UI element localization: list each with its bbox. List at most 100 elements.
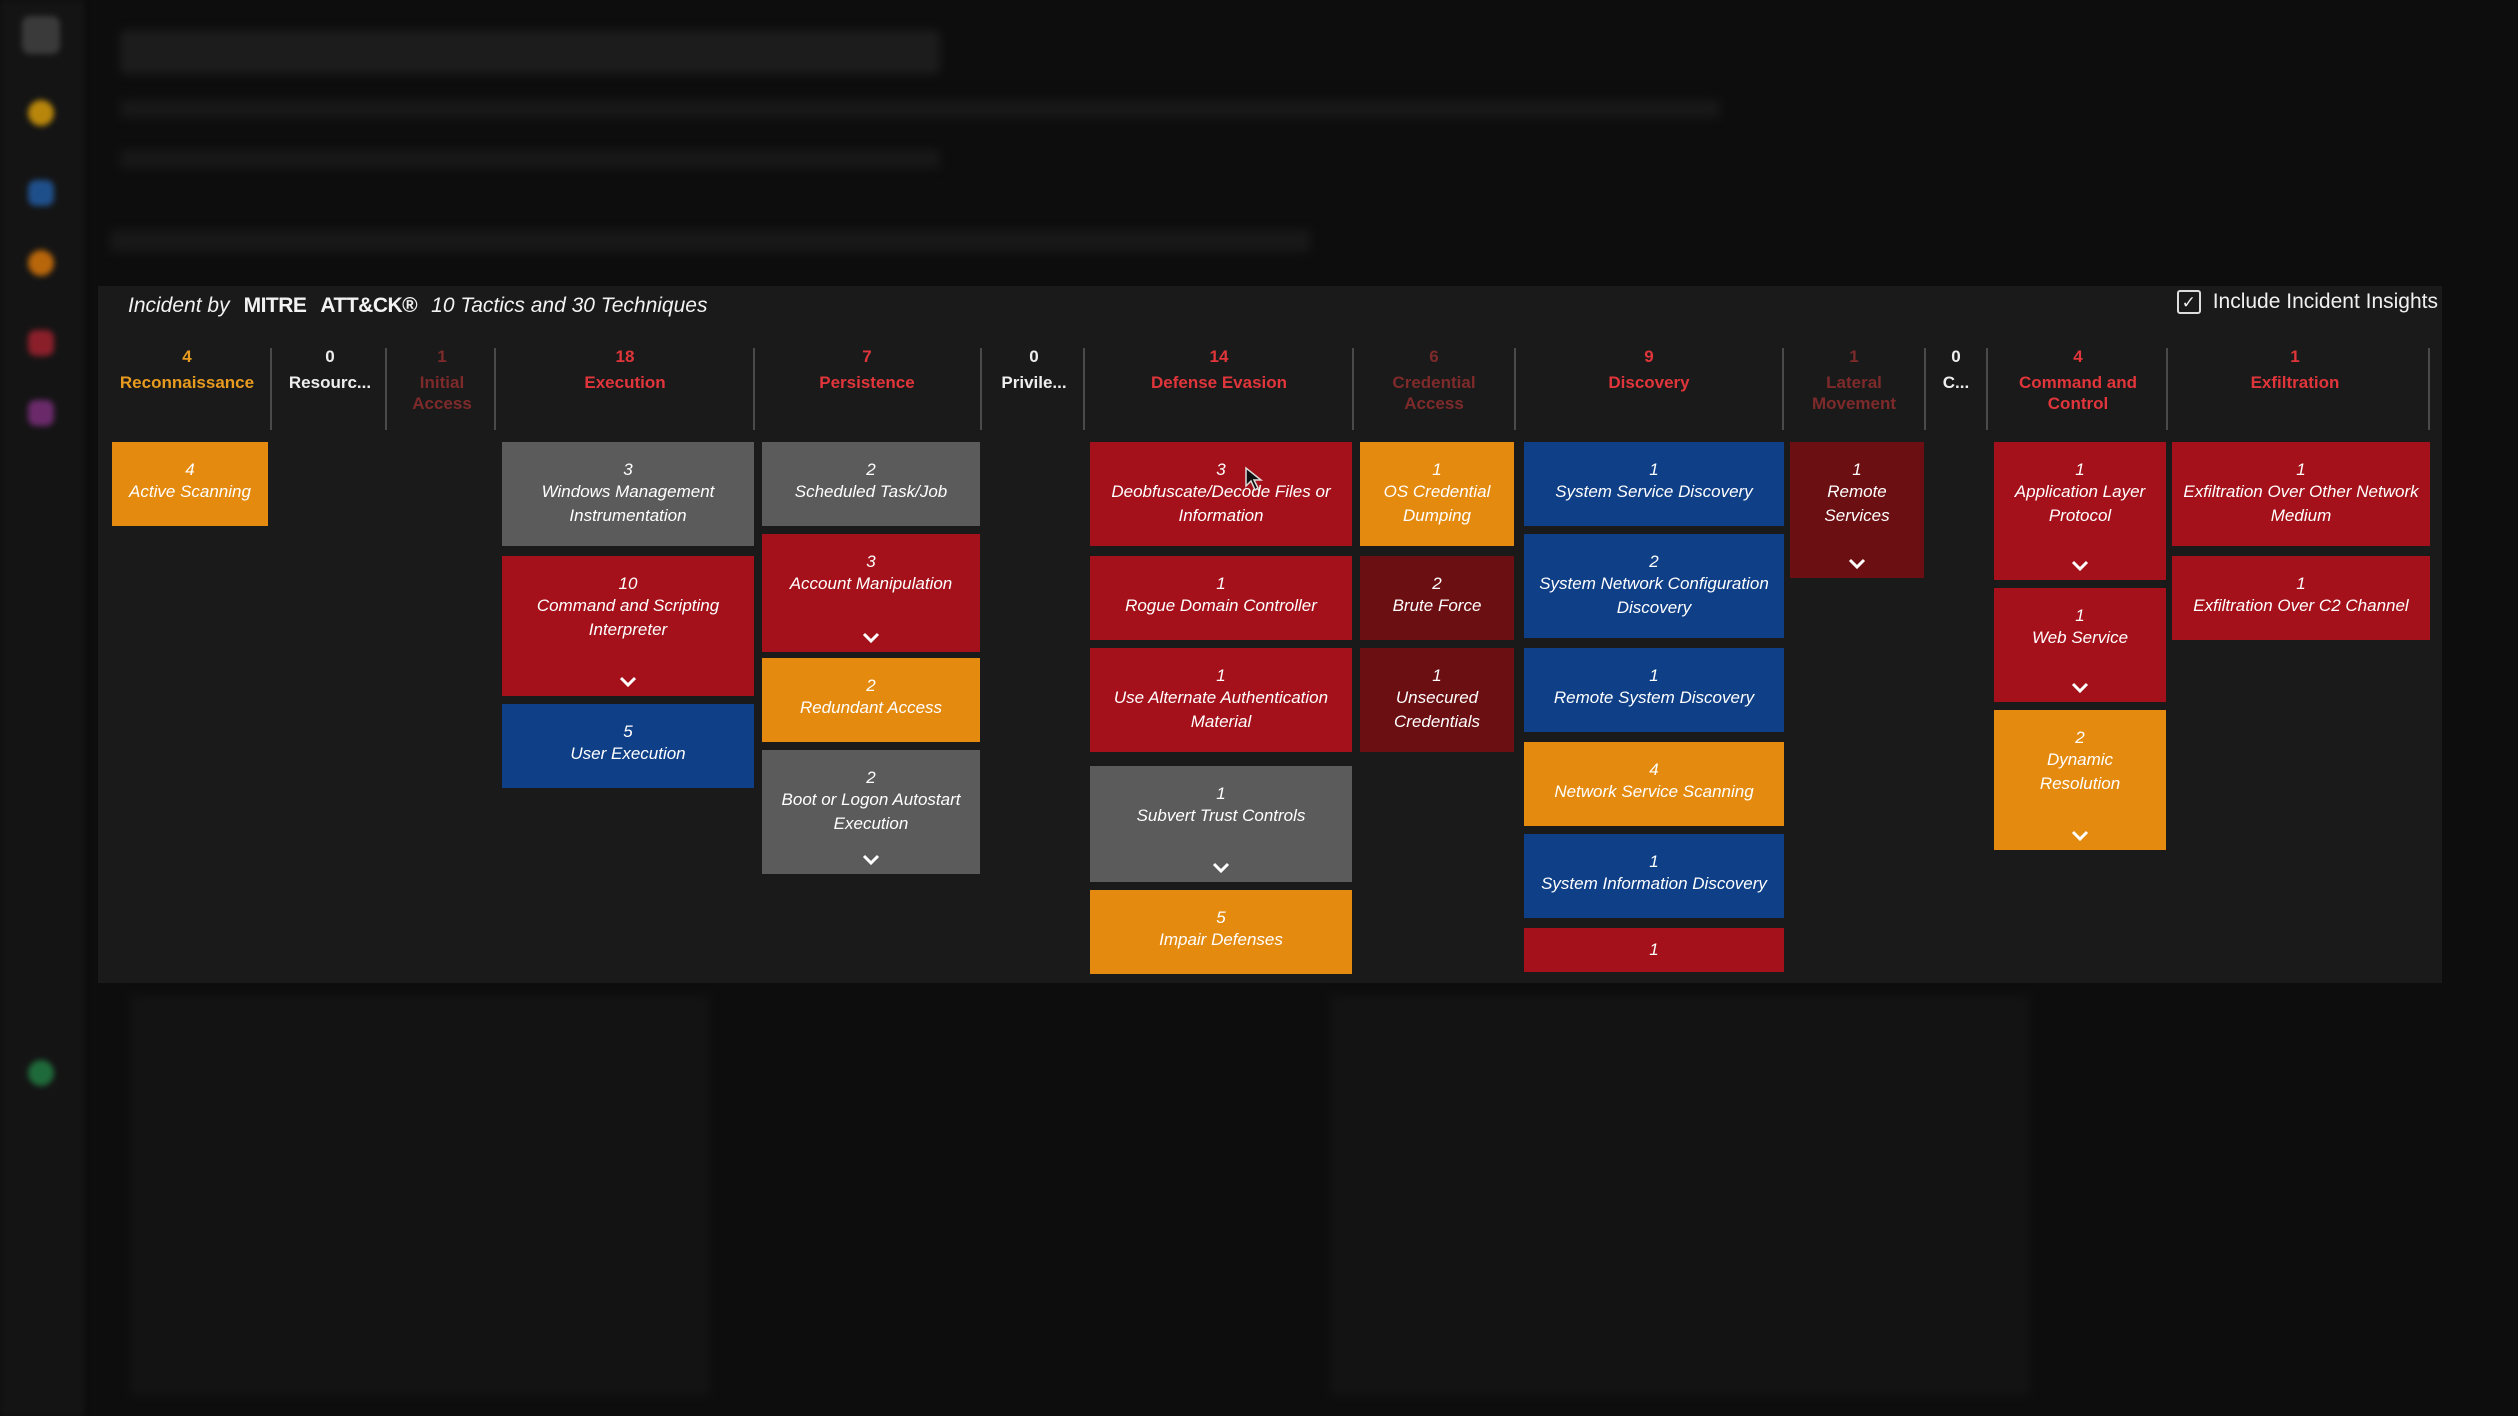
technique-active-scanning[interactable]: 4 Active Scanning: [112, 442, 268, 526]
tactic-defense-evasion[interactable]: 14 Defense Evasion: [1088, 346, 1350, 393]
technique-rogue-domain-controller[interactable]: 1 Rogue Domain Controller: [1090, 556, 1352, 640]
app-sidebar: [0, 0, 84, 1416]
tactic-resource-development[interactable]: 0 Resourc...: [274, 346, 386, 393]
tactic-persistence[interactable]: 7 Persistence: [758, 346, 976, 393]
chevron-down-icon[interactable]: [862, 854, 880, 866]
technique-count: 2: [866, 676, 876, 695]
technique-label: Exfiltration Over C2 Channel: [2193, 596, 2409, 615]
technique-label: Account Manipulation: [789, 574, 953, 593]
technique-exfiltration-over-c2-channel[interactable]: 1 Exfiltration Over C2 Channel: [2172, 556, 2430, 640]
column-divider: [2428, 348, 2430, 430]
nav-icon[interactable]: [28, 180, 54, 206]
nav-icon[interactable]: [28, 250, 54, 276]
technique-exfiltration-over-other-network-medium[interactable]: 1 Exfiltration Over Other Network Medium: [2172, 442, 2430, 546]
column-divider: [980, 348, 982, 430]
technique-label: Subvert Trust Controls: [1136, 806, 1306, 825]
technique-count: 2: [866, 768, 876, 787]
technique-unsecured-credentials[interactable]: 1 Unsecured Credentials: [1360, 648, 1514, 752]
technique-count: 1: [2075, 606, 2085, 625]
technique-label: System Service Discovery: [1555, 482, 1753, 501]
tactic-name: Persistence: [819, 373, 915, 392]
technique-label: Remote Services: [1824, 482, 1890, 525]
technique-truncated[interactable]: 1: [1524, 928, 1784, 972]
column-divider: [1514, 348, 1516, 430]
technique-system-information-discovery[interactable]: 1 System Information Discovery: [1524, 834, 1784, 918]
tactic-command-and-control[interactable]: 4 Command and Control: [1990, 346, 2166, 414]
attack-logo: ATT&CK®: [320, 294, 418, 317]
chevron-down-icon[interactable]: [1212, 862, 1230, 874]
tactic-discovery[interactable]: 9 Discovery: [1518, 346, 1780, 393]
technique-label: Unsecured Credentials: [1394, 688, 1480, 731]
technique-label: Exfiltration Over Other Network Medium: [2183, 482, 2419, 525]
technique-application-layer-protocol[interactable]: 1 Application Layer Protocol: [1994, 442, 2166, 580]
technique-count: 2: [1649, 552, 1659, 571]
chevron-down-icon[interactable]: [619, 676, 637, 688]
column-divider: [1924, 348, 1926, 430]
column-divider: [270, 348, 272, 430]
tactic-reconnaissance[interactable]: 4 Reconnaissance: [108, 346, 266, 393]
technique-count: 1: [1216, 784, 1226, 803]
technique-label: Dynamic Resolution: [2039, 750, 2121, 793]
nav-icon[interactable]: [28, 400, 54, 426]
chevron-down-icon[interactable]: [2071, 682, 2089, 694]
technique-user-execution[interactable]: 5 User Execution: [502, 704, 754, 788]
technique-count: 3: [623, 460, 633, 479]
chevron-down-icon[interactable]: [2071, 560, 2089, 572]
technique-count: 1: [2296, 574, 2306, 593]
technique-label: Active Scanning: [129, 482, 251, 501]
technique-subvert-trust-controls[interactable]: 1 Subvert Trust Controls: [1090, 766, 1352, 882]
tactic-name: C...: [1942, 373, 1970, 392]
tactic-privilege-escalation[interactable]: 0 Privile...: [984, 346, 1084, 393]
include-insights-toggle[interactable]: ✓ Include Incident Insights: [2176, 290, 2438, 314]
technique-use-alternate-authentication-material[interactable]: 1 Use Alternate Authentication Material: [1090, 648, 1352, 752]
tactic-initial-access[interactable]: 1 Initial Access: [388, 346, 496, 414]
technique-count: 2: [866, 460, 876, 479]
technique-count: 1: [1216, 666, 1226, 685]
technique-remote-system-discovery[interactable]: 1 Remote System Discovery: [1524, 648, 1784, 732]
technique-remote-services[interactable]: 1 Remote Services: [1790, 442, 1924, 578]
tactic-name: Discovery: [1608, 373, 1690, 392]
tactic-count: 4: [2073, 347, 2083, 366]
technique-count: 1: [1649, 666, 1659, 685]
checkbox-icon[interactable]: ✓: [2176, 290, 2201, 314]
tactic-execution[interactable]: 18 Execution: [498, 346, 752, 393]
technique-command-and-scripting-interpreter[interactable]: 10 Command and Scripting Interpreter: [502, 556, 754, 696]
technique-redundant-access[interactable]: 2 Redundant Access: [762, 658, 980, 742]
technique-dynamic-resolution[interactable]: 2 Dynamic Resolution: [1994, 710, 2166, 850]
technique-system-network-configuration-discovery[interactable]: 2 System Network Configuration Discovery: [1524, 534, 1784, 638]
tactic-exfiltration[interactable]: 1 Exfiltration: [2170, 346, 2420, 393]
tactic-count: 1: [1849, 347, 1859, 366]
chevron-down-icon[interactable]: [2071, 830, 2089, 842]
technique-scheduled-task-job[interactable]: 2 Scheduled Task/Job: [762, 442, 980, 526]
column-divider: [1352, 348, 1354, 430]
tactic-credential-access[interactable]: 6 Credential Access: [1356, 346, 1512, 414]
nav-icon[interactable]: [28, 330, 54, 356]
technique-web-service[interactable]: 1 Web Service: [1994, 588, 2166, 702]
technique-count: 3: [1216, 460, 1226, 479]
technique-impair-defenses[interactable]: 5 Impair Defenses: [1090, 890, 1352, 974]
tactic-name: Exfiltration: [2250, 373, 2340, 392]
technique-deobfuscate-decode-files[interactable]: 3 Deobfuscate/Decode Files or Informatio…: [1090, 442, 1352, 546]
technique-count: 1: [2296, 460, 2306, 479]
column-divider: [1782, 348, 1784, 430]
mitre-attack-matrix-panel: Incident by MITRE ATT&CK® 10 Tactics and…: [98, 286, 2442, 983]
technique-os-credential-dumping[interactable]: 1 OS Credential Dumping: [1360, 442, 1514, 546]
technique-count: 4: [185, 460, 195, 479]
technique-windows-management-instrumentation[interactable]: 3 Windows Management Instrumentation: [502, 442, 754, 546]
tactic-lateral-movement[interactable]: 1 Lateral Movement: [1786, 346, 1922, 414]
technique-network-service-scanning[interactable]: 4 Network Service Scanning: [1524, 742, 1784, 826]
column-divider: [385, 348, 387, 430]
technique-system-service-discovery[interactable]: 1 System Service Discovery: [1524, 442, 1784, 526]
technique-label: Rogue Domain Controller: [1125, 596, 1317, 615]
nav-icon[interactable]: [28, 100, 54, 126]
technique-label: Deobfuscate/Decode Files or Information: [1111, 482, 1331, 525]
technique-brute-force[interactable]: 2 Brute Force: [1360, 556, 1514, 640]
tactic-collection[interactable]: 0 C...: [1928, 346, 1984, 393]
tactic-count: 0: [1951, 347, 1961, 366]
technique-boot-or-logon-autostart-execution[interactable]: 2 Boot or Logon Autostart Execution: [762, 750, 980, 874]
chevron-down-icon[interactable]: [862, 632, 880, 644]
technique-account-manipulation[interactable]: 3 Account Manipulation: [762, 534, 980, 652]
technique-count: 1: [1649, 940, 1659, 959]
chevron-down-icon[interactable]: [1848, 558, 1866, 570]
technique-label: User Execution: [570, 744, 686, 763]
